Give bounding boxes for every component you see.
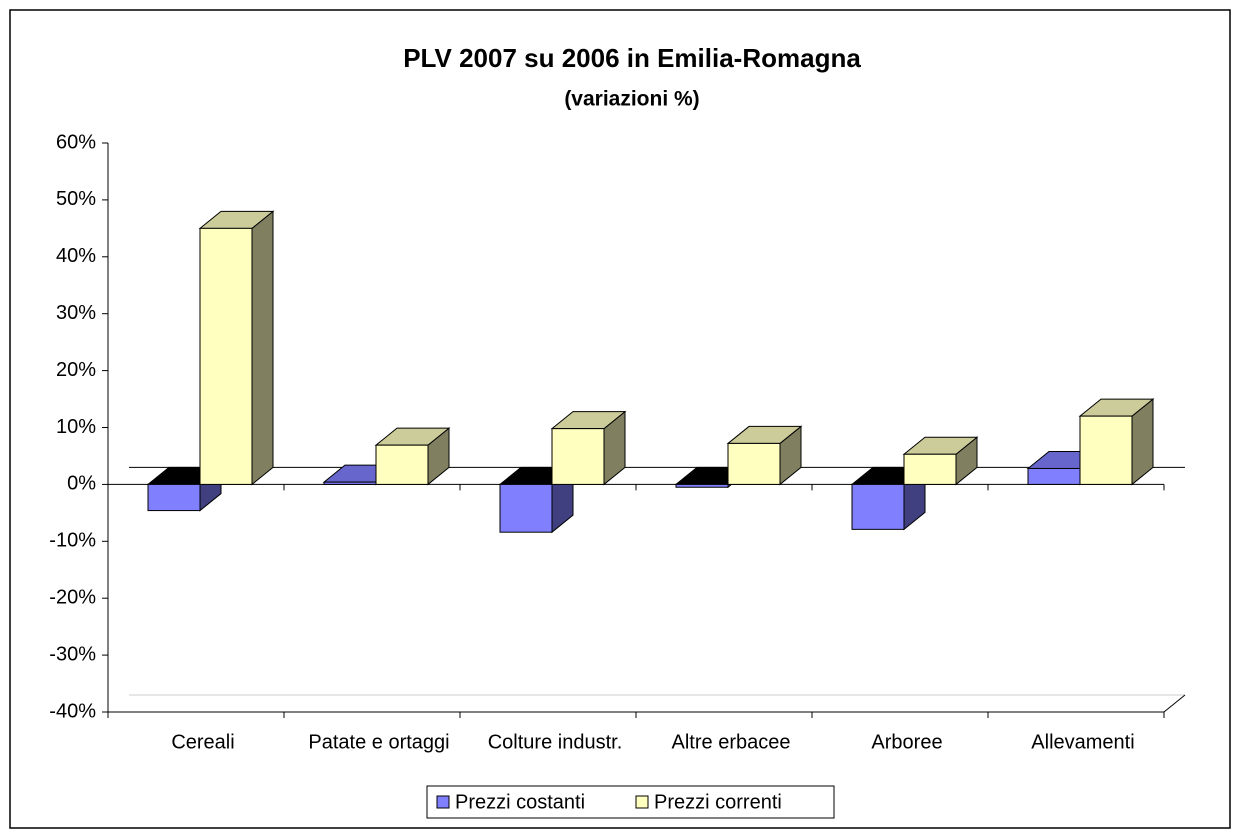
- y-tick-label: 60%: [56, 131, 96, 153]
- bar: [1079, 415, 1133, 485]
- legend-swatch: [436, 795, 450, 809]
- bar: [375, 444, 429, 485]
- bar: [727, 442, 781, 485]
- y-tick-label: 20%: [56, 359, 96, 381]
- bar: [147, 483, 201, 512]
- y-tick-label: 50%: [56, 188, 96, 210]
- legend-box: [426, 785, 835, 819]
- bar-side: [251, 210, 274, 486]
- y-tick-label: -30%: [49, 643, 96, 665]
- bar: [499, 483, 553, 533]
- x-tick-label: Patate e ortaggi: [308, 731, 449, 753]
- y-tick-label: 40%: [56, 245, 96, 267]
- y-tick-label: -20%: [49, 586, 96, 608]
- bar: [1027, 467, 1081, 485]
- bar: [903, 453, 957, 485]
- chart-title: PLV 2007 su 2006 in Emilia-Romagna: [403, 43, 861, 73]
- legend-label: Prezzi costanti: [455, 791, 585, 813]
- y-tick-label: 10%: [56, 416, 96, 438]
- bar: [323, 481, 377, 485]
- x-tick-label: Arboree: [871, 731, 942, 753]
- x-tick-label: Cereali: [171, 731, 234, 753]
- floor-edge: [1163, 694, 1186, 713]
- bar: [675, 483, 729, 488]
- bar: [199, 227, 253, 485]
- y-tick-label: -40%: [49, 700, 96, 722]
- y-tick-label: 30%: [56, 302, 96, 324]
- y-tick-label: -10%: [49, 530, 96, 552]
- x-tick-label: Altre erbacee: [672, 731, 791, 753]
- legend-swatch: [635, 795, 649, 809]
- legend-label: Prezzi correnti: [654, 791, 782, 813]
- bar: [851, 483, 905, 530]
- x-tick-label: Allevamenti: [1031, 731, 1134, 753]
- y-tick-label: 0%: [67, 473, 96, 495]
- chart-subtitle: (variazioni %): [564, 88, 699, 111]
- bar: [551, 428, 605, 485]
- x-tick-label: Colture industr.: [488, 731, 623, 753]
